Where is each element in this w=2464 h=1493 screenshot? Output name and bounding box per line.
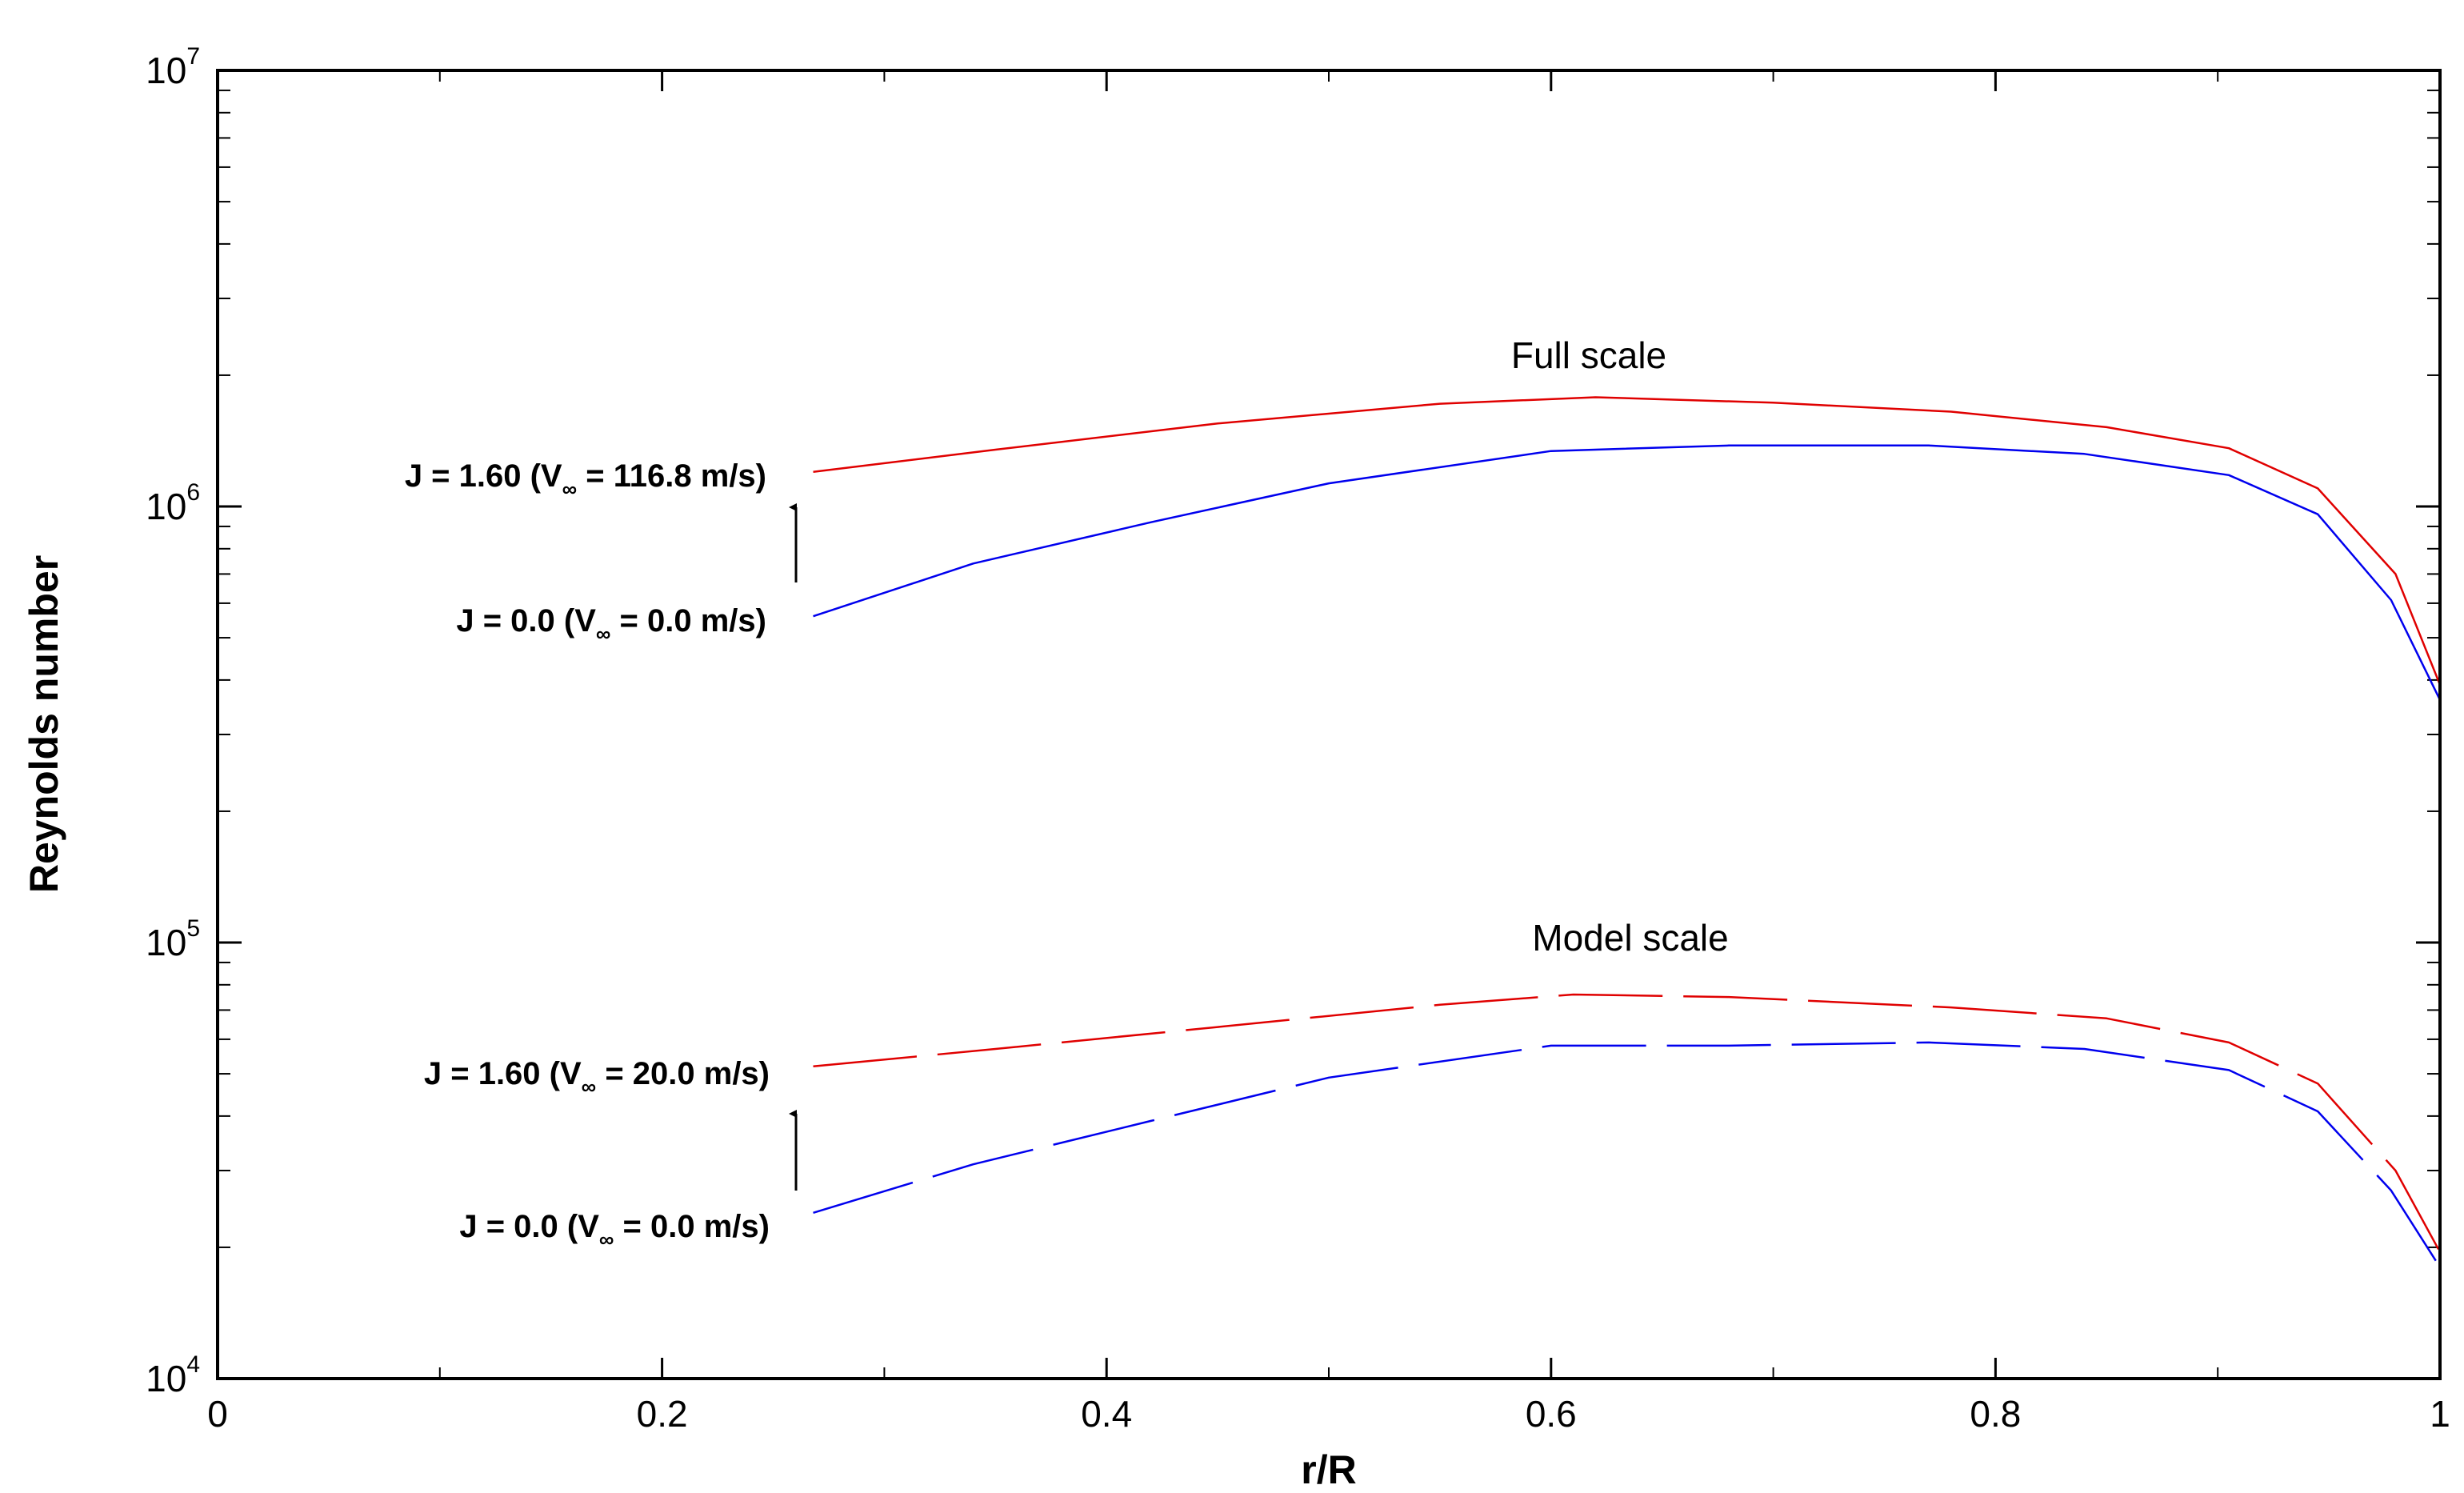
y-tick-label: 106 bbox=[146, 479, 200, 527]
full-j00-pre: J = 0.0 (V bbox=[456, 603, 596, 638]
model-j00-sub: ∞ bbox=[599, 1227, 614, 1251]
full-j00-post: = 0.0 m/s) bbox=[610, 603, 766, 638]
y-tick-label: 105 bbox=[146, 915, 200, 963]
x-axis-label: r/R bbox=[1301, 1447, 1356, 1492]
x-tick-label: 0.4 bbox=[1081, 1393, 1132, 1435]
x-tick-labels: 0 0.2 0.4 0.6 0.8 1 bbox=[207, 1393, 2450, 1435]
x-tick-label: 0.2 bbox=[637, 1393, 688, 1435]
y-tick-label: 104 bbox=[146, 1351, 200, 1399]
full-scale-title: Full scale bbox=[1511, 334, 1666, 376]
y-axis-label: Reynolds number bbox=[22, 555, 66, 893]
x-tick-label: 0.8 bbox=[1970, 1393, 2021, 1435]
model-j160-sub: ∞ bbox=[582, 1075, 597, 1099]
model-scale-title: Model scale bbox=[1532, 917, 1728, 959]
full-j00-label: J = 0.0 (V∞ = 0.0 m/s) bbox=[456, 603, 766, 646]
model-j160-pre: J = 1.60 (V bbox=[424, 1056, 582, 1091]
major-ticks bbox=[216, 69, 2442, 1380]
full-j160-label: J = 1.60 (V∞ = 116.8 m/s) bbox=[405, 458, 766, 501]
series-line-3 bbox=[813, 1041, 2442, 1268]
x-tick-label: 0.6 bbox=[1526, 1393, 1577, 1435]
model-j00-label: J = 0.0 (V∞ = 0.0 m/s) bbox=[459, 1209, 770, 1251]
plot-frame bbox=[216, 69, 2442, 1380]
full-j00-sub: ∞ bbox=[596, 622, 611, 646]
full-j160-post: = 116.8 m/s) bbox=[577, 458, 766, 494]
series-line-2 bbox=[813, 993, 2442, 1253]
series-line-0 bbox=[813, 396, 2442, 686]
model-j160-label: J = 1.60 (V∞ = 20.0 m/s) bbox=[424, 1056, 770, 1099]
model-j00-pre: J = 0.0 (V bbox=[459, 1209, 599, 1244]
y-tick-labels: 104 105 106 107 bbox=[146, 43, 200, 1399]
x-tick-label: 1 bbox=[2430, 1393, 2450, 1435]
series-layer bbox=[813, 396, 2442, 1268]
y-tick-label: 107 bbox=[146, 43, 200, 91]
model-j00-post: = 0.0 m/s) bbox=[614, 1209, 770, 1244]
series-line-1 bbox=[813, 444, 2442, 701]
full-j160-sub: ∞ bbox=[562, 477, 578, 501]
minor-ticks bbox=[218, 70, 2440, 1379]
x-tick-label: 0 bbox=[207, 1393, 228, 1435]
full-j160-pre: J = 1.60 (V bbox=[405, 458, 562, 494]
model-j160-post: = 20.0 m/s) bbox=[596, 1056, 770, 1091]
